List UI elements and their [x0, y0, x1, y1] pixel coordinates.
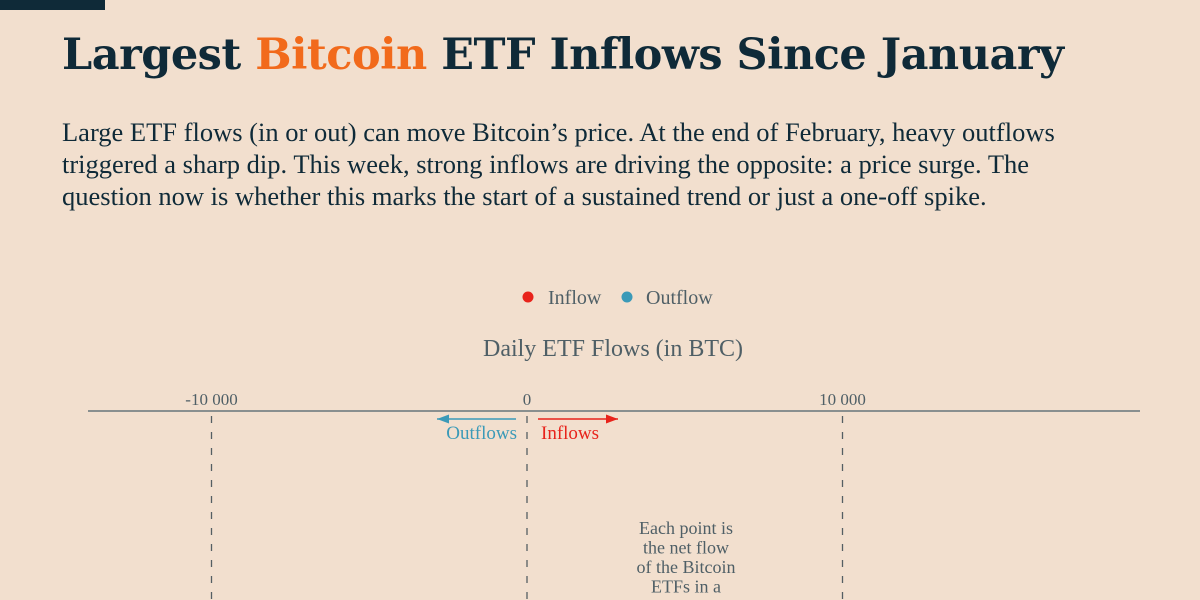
corner-accent-bar	[0, 0, 105, 10]
inflows-label: Inflows	[541, 423, 599, 444]
annotation-line: the net flow	[643, 538, 729, 558]
annotation-line: ETFs in a	[651, 577, 721, 597]
outflows-label: Outflows	[446, 423, 517, 444]
title-accent: Bitcoin	[255, 30, 427, 80]
title-part: ETF Inflows Since January	[426, 30, 1064, 80]
page-title: Largest Bitcoin ETF Inflows Since Januar…	[62, 30, 1064, 80]
legend-inflow-label: Inflow	[548, 287, 602, 309]
legend: Inflow Outflow	[522, 287, 713, 309]
title-part: Largest	[62, 30, 256, 80]
description: Large ETF flows (in or out) can move Bit…	[62, 117, 1055, 211]
annotation-line: of the Bitcoin	[637, 557, 736, 577]
x-tick-label: 10 000	[819, 390, 866, 409]
x-tick-label: -10 000	[185, 390, 237, 409]
legend-outflow-marker	[621, 291, 633, 303]
x-tick-label: 0	[523, 390, 532, 409]
legend-outflow-label: Outflow	[646, 287, 713, 309]
annotation-line: Each point is	[639, 518, 733, 538]
chart-title: Daily ETF Flows (in BTC)	[483, 336, 743, 362]
legend-inflow-marker	[522, 291, 534, 303]
